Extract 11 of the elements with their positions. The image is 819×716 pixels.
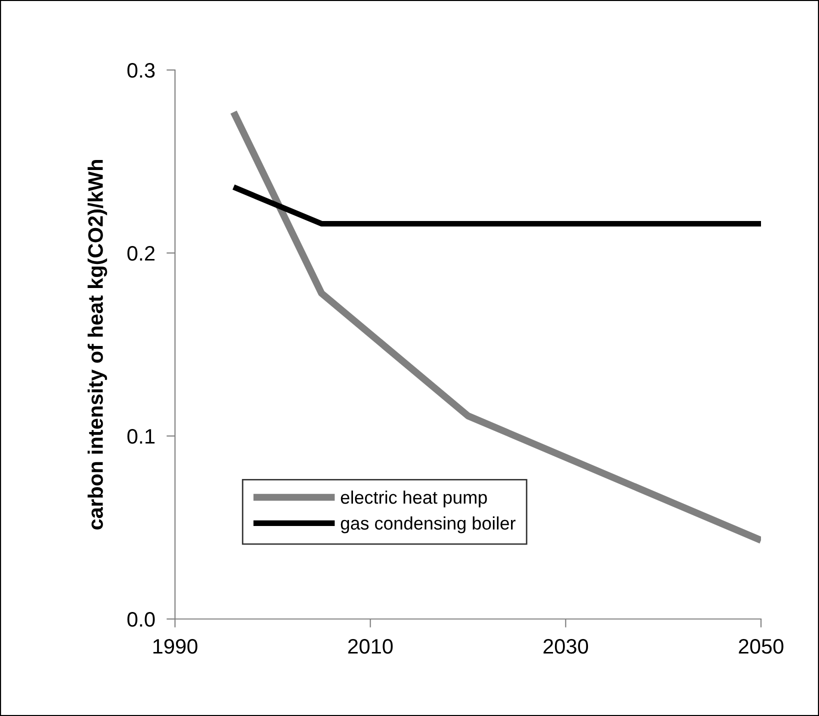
legend-label: gas condensing boiler <box>340 516 516 534</box>
y-tick-label: 0.3 <box>127 63 155 78</box>
x-tick-label: 1990 <box>153 638 198 654</box>
y-axis-title: carbon intensity of heat kg(CO2)/kWh <box>88 160 108 530</box>
y-tick-label: 0.1 <box>127 429 155 444</box>
x-tick-label: 2010 <box>348 638 393 654</box>
y-tick-label: 0.2 <box>127 246 155 261</box>
legend-label: electric heat pump <box>340 490 487 508</box>
y-tick-label: 0.0 <box>127 612 155 627</box>
x-tick-label: 2030 <box>544 638 588 654</box>
x-tick-label: 2050 <box>738 638 784 654</box>
